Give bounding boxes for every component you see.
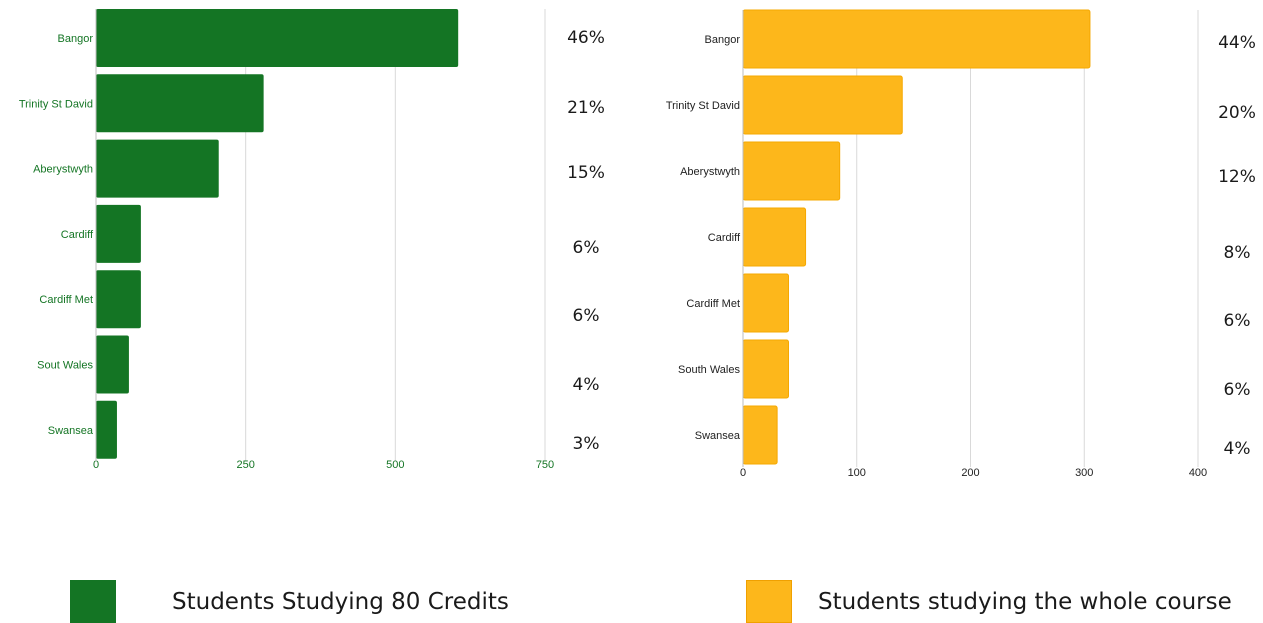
category-label: Trinity St David [666, 100, 740, 112]
bar [96, 74, 264, 133]
percent-label: 21% [567, 98, 605, 118]
bar [742, 273, 789, 333]
bar [96, 139, 219, 198]
legend-item-80-credits: Students Studying 80 Credits [70, 580, 509, 623]
percent-label: 20% [1218, 103, 1256, 123]
category-label: Bangor [58, 33, 94, 45]
percent-label: 4% [573, 375, 600, 395]
legend-swatch-orange [746, 580, 792, 623]
category-label: Sout Wales [37, 360, 93, 372]
percent-label: 15% [567, 163, 605, 183]
bar [742, 9, 1091, 69]
category-label: Cardiff [61, 229, 94, 241]
x-tick-label: 250 [236, 459, 254, 471]
legend-item-whole-course: Students studying the whole course [746, 580, 1232, 623]
x-tick-label: 500 [386, 459, 404, 471]
bar [96, 9, 459, 67]
percent-label: 46% [567, 28, 605, 48]
percent-label: 3% [573, 434, 600, 454]
bar [96, 400, 117, 459]
x-tick-label: 100 [848, 467, 866, 479]
category-label: Cardiff Met [39, 294, 93, 306]
bar [742, 207, 807, 267]
category-label: South Wales [678, 364, 740, 376]
percent-label: 6% [573, 238, 600, 258]
percent-label: 44% [1218, 33, 1256, 53]
percent-label: 8% [1224, 243, 1251, 263]
x-tick-label: 0 [93, 459, 99, 471]
bar [742, 75, 903, 135]
category-label: Cardiff [708, 232, 741, 244]
bar [742, 141, 841, 201]
bar [96, 204, 141, 263]
percent-label: 6% [573, 306, 600, 326]
bar [742, 405, 778, 465]
legend-swatch-green [70, 580, 116, 623]
category-label: Swansea [695, 430, 741, 442]
percent-label: 12% [1218, 167, 1256, 187]
category-label: Aberystwyth [680, 166, 740, 178]
x-tick-label: 200 [961, 467, 979, 479]
percent-label: 6% [1224, 380, 1251, 400]
bar [96, 270, 141, 329]
bar [96, 335, 129, 394]
percent-label: 4% [1224, 439, 1251, 459]
legend-label-80-credits: Students Studying 80 Credits [172, 588, 509, 615]
category-label: Swansea [48, 425, 94, 437]
x-tick-label: 750 [536, 459, 554, 471]
bar [742, 339, 789, 399]
percent-label: 6% [1224, 311, 1251, 331]
x-tick-label: 300 [1075, 467, 1093, 479]
x-tick-label: 400 [1189, 467, 1207, 479]
category-label: Bangor [705, 34, 741, 46]
category-label: Cardiff Met [686, 298, 740, 310]
legend-label-whole-course: Students studying the whole course [818, 588, 1232, 615]
x-tick-label: 0 [740, 467, 746, 479]
category-label: Aberystwyth [33, 164, 93, 176]
category-label: Trinity St David [19, 98, 93, 110]
